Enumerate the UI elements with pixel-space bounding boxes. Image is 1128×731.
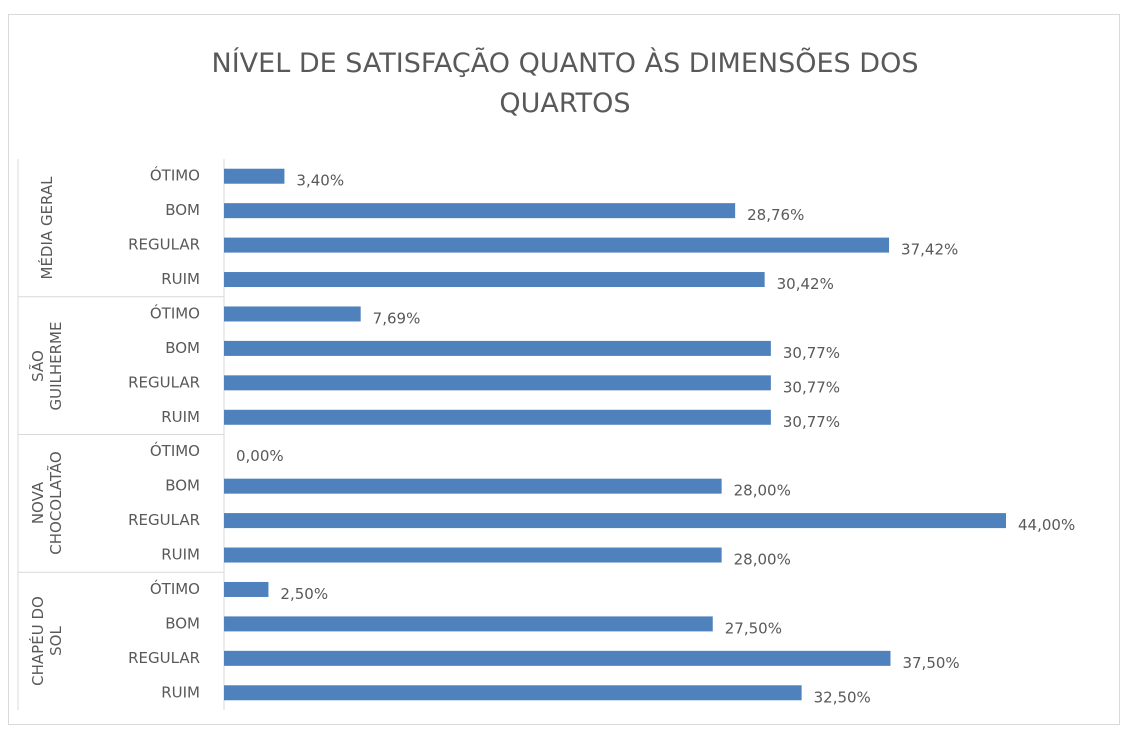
chart-border bbox=[8, 14, 1120, 725]
chart-title: NÍVEL DE SATISFAÇÃO QUANTO ÀS DIMENSÕES … bbox=[211, 48, 919, 119]
bar bbox=[224, 547, 722, 563]
bar bbox=[224, 237, 890, 253]
value-label: 0,00% bbox=[236, 447, 284, 465]
category-label: BOM bbox=[165, 614, 200, 632]
category-label: RUIM bbox=[161, 408, 200, 426]
value-label: 30,77% bbox=[783, 378, 840, 396]
bar bbox=[224, 685, 802, 701]
category-label: ÓTIMO bbox=[150, 579, 200, 598]
value-label: 37,50% bbox=[902, 654, 959, 672]
value-label: 27,50% bbox=[725, 619, 782, 637]
group-label: MÉDIA GERAL bbox=[38, 176, 56, 280]
category-label: BOM bbox=[165, 339, 200, 357]
bar bbox=[224, 168, 285, 184]
category-label: ÓTIMO bbox=[150, 441, 200, 460]
group-label: SÃO GUILHERME bbox=[29, 321, 65, 411]
bar bbox=[224, 581, 269, 597]
category-label: RUIM bbox=[161, 546, 200, 564]
bar bbox=[224, 272, 765, 288]
bar bbox=[224, 409, 771, 425]
category-label: ÓTIMO bbox=[150, 303, 200, 322]
group-label: NOVA CHOCOLATÃO bbox=[29, 451, 65, 556]
value-label: 28,76% bbox=[747, 206, 804, 224]
value-label: 32,50% bbox=[814, 688, 871, 706]
category-label: BOM bbox=[165, 201, 200, 219]
bar bbox=[224, 203, 736, 219]
value-label: 30,42% bbox=[777, 275, 834, 293]
category-label: REGULAR bbox=[128, 373, 200, 391]
category-label: ÓTIMO bbox=[150, 166, 200, 185]
bar bbox=[224, 650, 891, 666]
category-label: BOM bbox=[165, 477, 200, 495]
category-label: REGULAR bbox=[128, 649, 200, 667]
value-label: 30,77% bbox=[783, 413, 840, 431]
group-label: CHAPÉU DO SOL bbox=[29, 596, 65, 686]
value-label: 28,00% bbox=[734, 482, 791, 500]
bar bbox=[224, 340, 771, 356]
bar bbox=[224, 478, 722, 494]
category-label: REGULAR bbox=[128, 511, 200, 529]
value-label: 44,00% bbox=[1018, 516, 1075, 534]
category-label: RUIM bbox=[161, 683, 200, 701]
value-label: 37,42% bbox=[901, 241, 958, 259]
value-label: 30,77% bbox=[783, 344, 840, 362]
bar bbox=[224, 375, 771, 391]
value-label: 3,40% bbox=[296, 172, 344, 190]
bar bbox=[224, 513, 1006, 529]
category-label: REGULAR bbox=[128, 236, 200, 254]
value-label: 2,50% bbox=[280, 585, 328, 603]
category-label: RUIM bbox=[161, 270, 200, 288]
bar bbox=[224, 306, 361, 322]
bar bbox=[224, 616, 713, 632]
value-label: 28,00% bbox=[734, 551, 791, 569]
value-label: 7,69% bbox=[373, 309, 421, 327]
